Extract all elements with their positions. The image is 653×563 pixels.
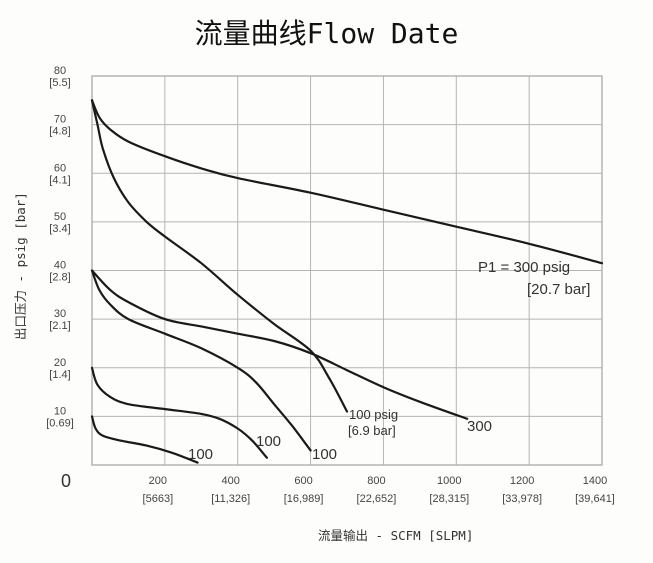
x-tick-slpm: [33,978] [502,493,542,505]
flow-curve [90,415,199,464]
x-tick-scfm: 1200 [510,475,534,487]
x-tick-scfm: 600 [294,475,312,487]
flow-curve [90,366,268,459]
y-tick-bar: [4.1] [49,174,70,186]
x-tick-scfm: 200 [149,475,167,487]
annotation-p1-300-bar: [20.7 bar] [527,281,590,298]
x-tick-scfm: 800 [367,475,385,487]
flow-curve [90,269,469,420]
y-tick-labels: 80[5.5] 70[4.8] 60[4.1] 50[3.4] 40[2.8] 30[2.… [46,65,74,429]
y-tick-psig: 30 [54,308,66,320]
annotation-lower-100-b: 100 [256,433,281,450]
annotation-p1-300: P1 = 300 psig [478,259,570,276]
x-tick-scfm: 1400 [583,475,607,487]
annotation-lower-300: 300 [467,418,492,435]
y-tick-psig: 80 [54,65,66,77]
flow-curve [90,269,312,452]
x-tick-slpm: [16,989] [284,493,324,505]
y-tick-psig: 50 [54,211,66,223]
y-tick-bar: [2.8] [49,272,70,284]
x-tick-slpm: [22,652] [357,493,397,505]
y-tick-bar: [0.69] [46,417,74,429]
annotation-100-psig: 100 psig [349,407,398,422]
annotation-100-psig-bar: [6.9 bar] [348,423,396,438]
y-tick-psig: 20 [54,357,66,369]
annotation-lower-100-a: 100 [188,446,213,463]
x-tick-slpm: [11,326] [211,493,250,505]
y-tick-psig: 70 [54,114,66,126]
y-tick-psig: 60 [54,162,66,174]
chart-title: 流量曲线Flow Date [194,17,459,50]
y-tick-bar: [4.8] [49,126,70,138]
y-tick-psig: 10 [54,405,66,417]
x-axis-label: 流量输出 - SCFM [SLPM] [318,528,474,543]
y-tick-bar: [1.4] [49,369,70,381]
y-tick-bar: [3.4] [49,223,70,235]
annotation-lower-100-c: 100 [312,446,337,463]
x-tick-slpm: [5663] [143,493,174,505]
x-tick-scfm: 1000 [437,475,461,487]
y-tick-psig: 40 [54,260,66,272]
y-tick-bar: [2.1] [49,320,70,332]
origin-label: 0 [61,471,71,491]
x-tick-slpm: [28,315] [429,493,469,505]
x-tick-slpm: [39,641] [575,493,615,505]
flow-curve [90,99,604,265]
flow-curves [90,99,604,464]
x-tick-labels: 200 [5663] 400 [11,326] 600 [16,989] 800 [22,65… [143,475,615,505]
x-tick-scfm: 400 [222,475,240,487]
y-tick-bar: [5.5] [49,77,70,89]
flow-curve [90,99,349,413]
